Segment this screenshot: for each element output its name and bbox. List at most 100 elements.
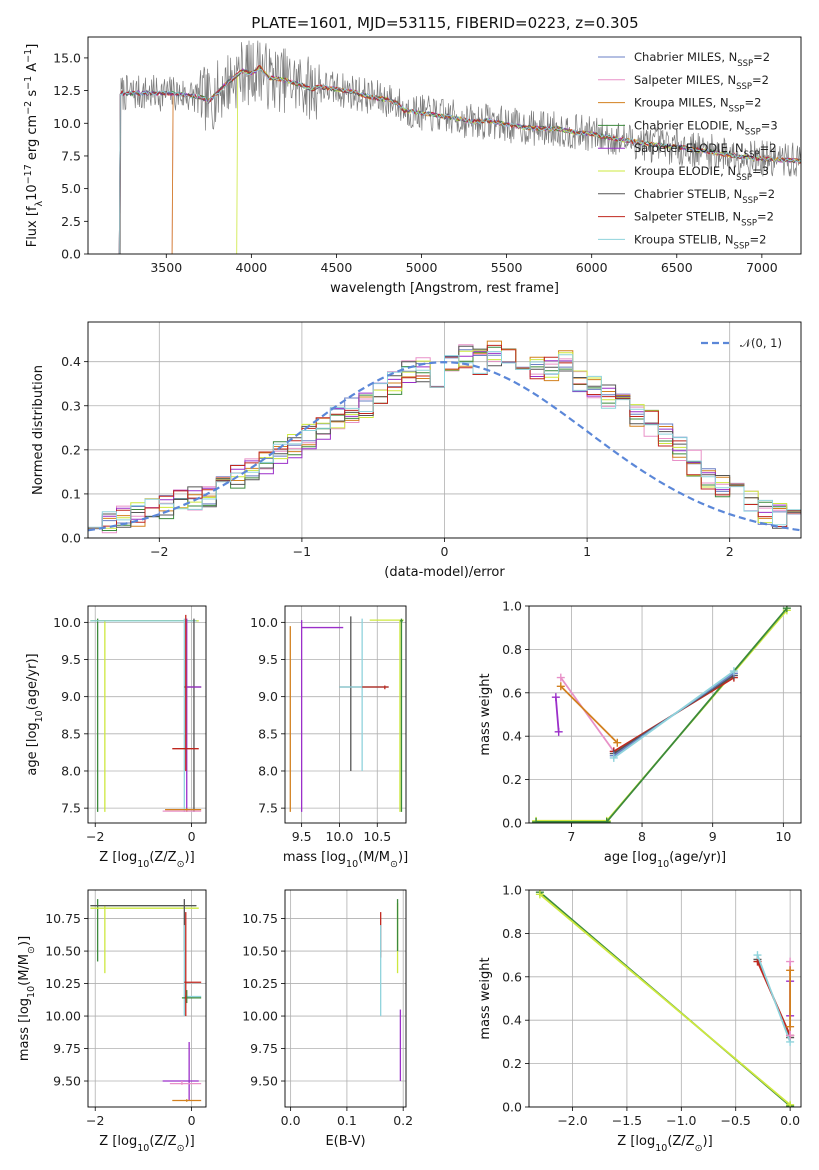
ticks-mass-vs-Z: −2 0 9.50 9.75 10.00 10.25 10.50 10.75 — [45, 911, 195, 1128]
x-tick-label: −1.5 — [612, 1113, 642, 1128]
x-tick-label: 9 — [709, 829, 717, 844]
x-tick-label: −2 — [150, 544, 168, 559]
y-tick-label: 1.0 — [502, 599, 522, 614]
x-tick-label: 1 — [583, 544, 591, 559]
y-tick-label: 10.25 — [242, 976, 278, 991]
x-axis-label: mass [log10(M/M⊙)] — [283, 850, 408, 870]
x-tick-label: −2 — [86, 829, 104, 844]
y-tick-label: 8.5 — [258, 726, 278, 741]
y-tick-label: 1.0 — [502, 883, 522, 898]
y-tick-label: 9.0 — [258, 689, 278, 704]
y-tick-label: 10.0 — [53, 615, 81, 630]
weight-line — [539, 893, 791, 1106]
legend-entry: Salpeter MILES, NSSP=2 — [634, 73, 769, 92]
axes-frame — [87, 36, 802, 255]
x-tick-label: 6500 — [661, 260, 693, 275]
model-line-salpeter-stelib — [118, 64, 801, 254]
x-tick-label: 9.5 — [292, 829, 312, 844]
x-tick-label: 3500 — [150, 260, 182, 275]
x-tick-label: 0.0 — [281, 1113, 301, 1128]
x-axis-label: Z [log10(Z/Z⊙)] — [99, 850, 194, 870]
x-tick-label: 4000 — [235, 260, 267, 275]
ticks-age-vs-Z: −2 0 7.5 8.0 8.5 9.0 9.5 10.0 — [53, 615, 195, 844]
x-tick-label: 0 — [188, 829, 196, 844]
y-tick-label: 10.00 — [242, 1009, 278, 1024]
x-axis-label: age [log10(age/yr)] — [604, 850, 726, 870]
weight-marker — [602, 817, 611, 823]
weight-line — [560, 677, 615, 752]
y-tick-label: 9.5 — [258, 652, 278, 667]
weight-marker — [786, 957, 795, 966]
weight-marker — [609, 753, 618, 762]
x-tick-label: 0.2 — [393, 1113, 413, 1128]
x-tick-label: 2 — [726, 544, 734, 559]
x-tick-label: −2 — [86, 1113, 104, 1128]
legend-entry: Salpeter ELODIE, NSSP=2 — [634, 141, 777, 160]
ticks-residuals: −2 −1 0 1 2 0.0 0.1 0.2 0.3 0.4 — [61, 354, 734, 559]
weight-line — [756, 954, 791, 1043]
y-tick-label: 0.4 — [502, 729, 522, 744]
x-axis-label: Z [log10(Z/Z⊙)] — [99, 1134, 194, 1154]
y-tick-label: 0.2 — [61, 442, 81, 457]
y-tick-label: 2.5 — [61, 214, 81, 229]
x-tick-label: 0 — [441, 544, 449, 559]
y-tick-label: 0.6 — [502, 969, 522, 984]
weight-line — [560, 685, 618, 744]
y-tick-label: 15.0 — [53, 50, 81, 65]
ticks-spectrum: 3500 4000 4500 5000 5500 6000 6500 7000 0.0 2.5 5.… — [53, 50, 778, 275]
axes-frame — [528, 889, 802, 1108]
y-tick-label: 8.0 — [61, 763, 81, 778]
axes-frame — [87, 889, 207, 1108]
weight-marker — [556, 673, 565, 682]
x-tick-label: −1 — [293, 544, 311, 559]
x-tick-label: 0.0 — [780, 1113, 800, 1128]
y-tick-label: 0.0 — [61, 247, 81, 262]
y-tick-label: 5.0 — [61, 181, 81, 196]
x-tick-label: 5500 — [491, 260, 523, 275]
panel-age-vs-Z: −2 0 7.5 8.0 8.5 9.0 9.5 10.0 Z [log10(Z/Z⊙)] age… — [25, 605, 207, 870]
y-axis-label: mass weight — [478, 957, 493, 1039]
y-tick-label: 9.5 — [61, 652, 81, 667]
x-tick-label: 10.5 — [363, 829, 391, 844]
y-tick-label: 8.5 — [61, 726, 81, 741]
plot-area-residuals — [88, 322, 801, 538]
weight-marker — [786, 966, 795, 975]
weight-marker — [554, 727, 563, 736]
x-tick-label: 5000 — [406, 260, 438, 275]
weight-line — [536, 609, 788, 822]
x-tick-label: 7 — [567, 829, 575, 844]
y-tick-label: 7.5 — [258, 801, 278, 816]
legend-entry: Chabrier ELODIE, NSSP=3 — [634, 118, 778, 137]
plot-area-age-vs-mass — [285, 606, 406, 823]
panel-age-vs-mass: 9.5 10.0 10.5 7.5 8.0 8.5 9.0 9.5 10.0 mass [log1… — [250, 605, 408, 870]
weight-marker — [729, 667, 738, 676]
axes-frame — [284, 605, 407, 824]
x-tick-label: 7000 — [746, 260, 778, 275]
x-axis-label: wavelength [Angstrom, rest frame] — [330, 281, 559, 296]
ticks-age-vs-mass: 9.5 10.0 10.5 7.5 8.0 8.5 9.0 9.5 10.0 — [250, 615, 391, 844]
plot-area-spectrum — [118, 40, 801, 254]
y-tick-label: 9.50 — [53, 1074, 81, 1089]
x-axis-label: (data-model)/error — [384, 565, 505, 580]
weight-line — [613, 670, 735, 759]
figure-title: PLATE=1601, MJD=53115, FIBERID=0223, z=0… — [251, 14, 638, 32]
legend-entry: Kroupa ELODIE, NSSP=3 — [634, 164, 769, 183]
legend-entry: Salpeter STELIB, NSSP=2 — [634, 210, 774, 229]
y-tick-label: 0.2 — [502, 1056, 522, 1071]
y-tick-label: 9.50 — [250, 1074, 278, 1089]
spectrum-legend: Chabrier MILES, NSSP=2 Salpeter MILES, NS… — [598, 50, 778, 251]
y-tick-label: 0.8 — [502, 926, 522, 941]
y-tick-label: 10.50 — [242, 944, 278, 959]
y-axis-label: Normed distribution — [31, 365, 46, 495]
y-tick-label: 8.0 — [258, 763, 278, 778]
model-line-kroupa-miles — [171, 64, 801, 254]
y-tick-label: 7.5 — [61, 801, 81, 816]
y-tick-label: 0.2 — [502, 772, 522, 787]
plot-area-age-vs-Z — [88, 606, 206, 823]
model-line-kroupa-stelib — [118, 68, 801, 254]
plot-area-weight-vs-age — [529, 606, 801, 823]
y-tick-label: 0.4 — [61, 354, 81, 369]
y-tick-label: 0.3 — [61, 398, 81, 413]
weight-line — [554, 697, 560, 732]
